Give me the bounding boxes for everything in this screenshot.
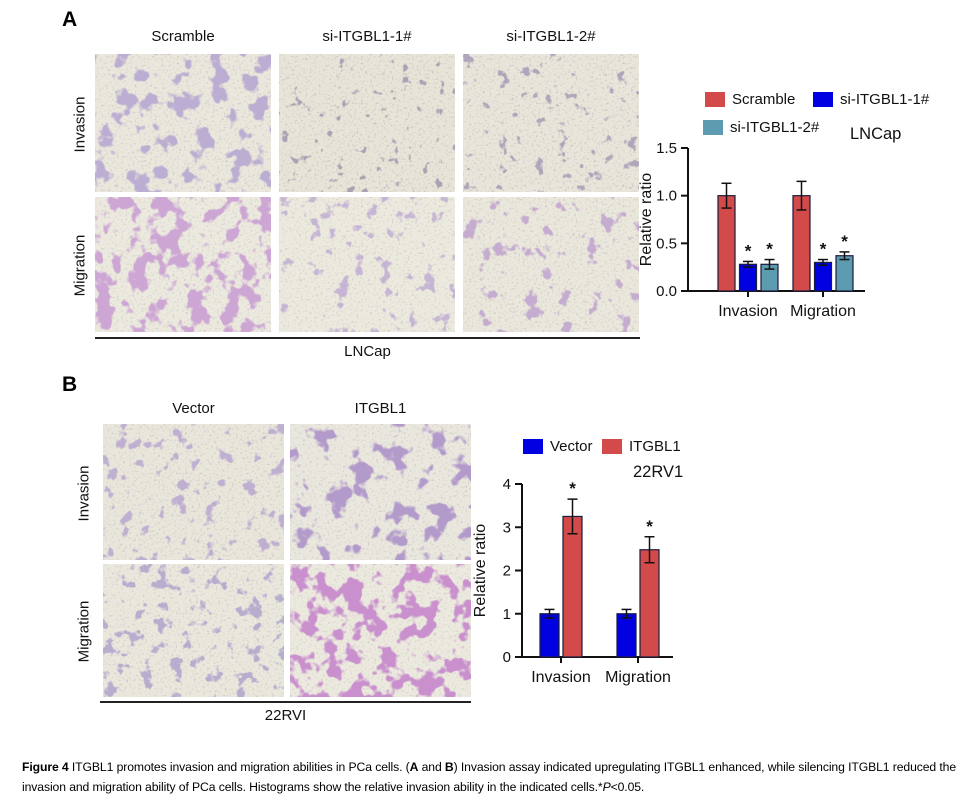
svg-text:0.0: 0.0 <box>656 283 677 300</box>
panel-a-col-header-scramble: Scramble <box>151 28 215 45</box>
panel-a-micrograph-grid <box>95 54 639 332</box>
svg-text:*: * <box>766 240 773 259</box>
svg-text:4: 4 <box>503 476 511 493</box>
legend-label-si1: si-ITGBL1-1# <box>840 91 930 108</box>
micrograph-a-invasion-si1 <box>279 54 455 192</box>
micrograph-b-migration-itgbl1 <box>290 564 471 697</box>
legend-item-si2: si-ITGBL1-2# <box>703 119 819 136</box>
caption-p-symbol: P <box>602 779 611 794</box>
svg-text:1.5: 1.5 <box>656 140 677 157</box>
svg-text:0.5: 0.5 <box>656 235 677 252</box>
figure-caption: Figure 4 ITGBL1 promotes invasion and mi… <box>22 760 957 794</box>
micrograph-a-migration-si2 <box>463 197 639 332</box>
legend-item-si1: si-ITGBL1-1# <box>813 91 929 108</box>
svg-text:3: 3 <box>503 519 511 536</box>
svg-text:Relative ratio: Relative ratio <box>638 173 655 266</box>
svg-text:2: 2 <box>503 563 511 580</box>
micrograph-b-invasion-itgbl1 <box>290 424 471 560</box>
legend-swatch-si2 <box>703 120 723 135</box>
bar-chart-22rv1: 0 1 2 3 4 Relative ratio Invasion * Migration * <box>472 476 673 686</box>
chart-lncap: Scramble si-ITGBL1-1# si-ITGBL1-2# LNCap… <box>638 85 978 341</box>
panel-b-row-label-invasion: Invasion <box>75 465 93 522</box>
legend-item-vector: Vector <box>523 438 593 455</box>
panel-b-underline <box>100 701 471 703</box>
micrograph-a-migration-scramble <box>95 197 271 332</box>
legend-label-vector: Vector <box>550 438 593 455</box>
chart-title-22rv1: 22RV1 <box>633 463 684 481</box>
svg-text:*: * <box>820 240 827 259</box>
micrograph-a-invasion-scramble <box>95 54 271 192</box>
svg-text:1.0: 1.0 <box>656 188 677 205</box>
svg-text:0: 0 <box>503 649 511 666</box>
legend-label-itgbl1: ITGBL1 <box>629 438 681 455</box>
panel-a-col-header-si1: si-ITGBL1-1# <box>322 28 412 45</box>
caption-figure-label: Figure 4 <box>22 760 69 775</box>
panel-a-col-header-si2: si-ITGBL1-2# <box>506 28 596 45</box>
chart-title-lncap: LNCap <box>850 125 902 143</box>
panel-a-row-label-invasion: Invasion <box>71 96 89 153</box>
legend-swatch-scramble <box>705 92 725 107</box>
panel-b-row-label-migration: Migration <box>75 600 93 663</box>
legend-label-scramble: Scramble <box>732 91 796 108</box>
panel-b-col-header-vector: Vector <box>172 400 215 417</box>
legend-swatch-itgbl1 <box>602 439 622 454</box>
svg-text:1: 1 <box>503 606 511 623</box>
panel-a-underline <box>95 337 640 339</box>
panel-b-col-header-itgbl1: ITGBL1 <box>354 400 407 417</box>
panel-a-cell-line-label: LNCap <box>344 343 391 360</box>
legend-swatch-si1 <box>813 92 833 107</box>
panel-b-label: B <box>62 373 78 396</box>
micrograph-b-invasion-vector <box>103 424 284 560</box>
legend-item-scramble: Scramble <box>705 91 795 108</box>
panel-a-label: A <box>62 8 78 31</box>
svg-text:*: * <box>841 232 848 251</box>
svg-text:Invasion: Invasion <box>531 669 591 686</box>
legend-swatch-vector <box>523 439 543 454</box>
chart-22rv1: Vector ITGBL1 22RV1 0 1 2 3 4 Relative ratio I… <box>472 430 788 702</box>
svg-text:Migration: Migration <box>605 669 671 686</box>
svg-text:Migration: Migration <box>790 303 856 320</box>
panel-a-row-label-migration: Migration <box>71 234 89 297</box>
svg-text:*: * <box>646 517 653 536</box>
svg-text:*: * <box>745 241 752 260</box>
panel-b-cell-line-label: 22RVI <box>264 707 307 724</box>
micrograph-a-invasion-si2 <box>463 54 639 192</box>
svg-text:Relative ratio: Relative ratio <box>472 524 489 617</box>
legend-label-si2: si-ITGBL1-2# <box>730 119 820 136</box>
svg-text:Invasion: Invasion <box>718 303 778 320</box>
svg-text:*: * <box>569 479 576 498</box>
panel-b-micrograph-grid <box>103 424 471 697</box>
legend-item-itgbl1: ITGBL1 <box>602 438 681 455</box>
micrograph-a-migration-si1 <box>279 197 455 332</box>
micrograph-b-migration-vector <box>103 564 284 697</box>
